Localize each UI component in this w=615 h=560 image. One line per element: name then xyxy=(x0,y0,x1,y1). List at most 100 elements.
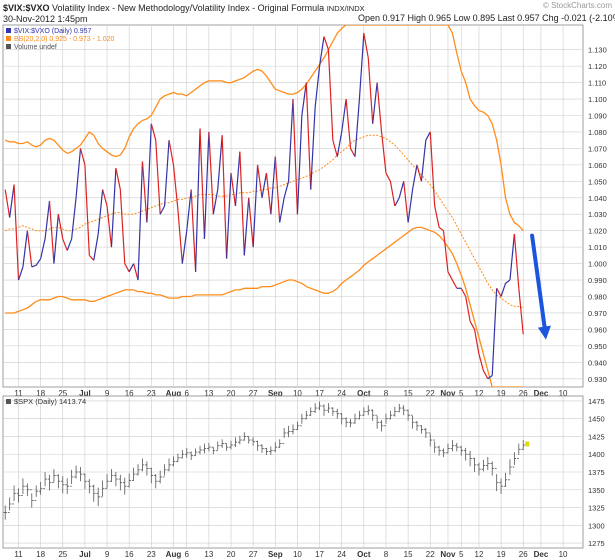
vix-vxo-x-tick-label: Dec xyxy=(534,389,549,398)
price-line-segment xyxy=(252,164,259,248)
price-line-segment xyxy=(518,288,524,335)
price-line-segment xyxy=(66,238,73,251)
vix-vxo-y-tick-label: 1.110 xyxy=(588,79,606,88)
vix-vxo-x-tick-label: 22 xyxy=(426,389,435,398)
spx-last-marker xyxy=(525,441,530,447)
vix-vxo-y-tick-label: 1.130 xyxy=(588,46,607,55)
spx-x-tick-label: 15 xyxy=(404,550,413,559)
spx-y-tick-label: 1450 xyxy=(588,415,605,424)
price-line-segment xyxy=(159,205,166,215)
spx-x-tick-label: 6 xyxy=(185,550,190,559)
spx-x-tick-label: Nov xyxy=(440,550,456,559)
price-line-segment xyxy=(336,131,343,157)
price-line-segment xyxy=(164,140,170,207)
watermark: © StockCharts.com xyxy=(542,1,612,10)
vix-vxo-y-tick-label: 0.950 xyxy=(588,342,607,351)
vix-vxo-y-tick-label: 1.080 xyxy=(588,128,607,137)
vix-vxo-x-tick-label: 9 xyxy=(105,389,110,398)
price-line-segment xyxy=(301,82,307,116)
price-line-segment xyxy=(172,164,179,210)
spx-x-tick-label: 26 xyxy=(519,550,528,559)
price-line-segment xyxy=(106,205,113,248)
price-line-segment xyxy=(389,181,396,207)
price-line-segment xyxy=(296,115,303,215)
price-line-segment xyxy=(403,181,409,223)
bollinger-lower-line xyxy=(5,226,524,387)
spx-x-tick-label: Dec xyxy=(534,550,549,559)
spx-y-tick-label: 1375 xyxy=(588,468,605,477)
spx-x-tick-label: 22 xyxy=(426,550,435,559)
price-line-segment xyxy=(48,201,55,264)
price-line-segment xyxy=(177,209,183,264)
price-line-segment xyxy=(181,230,188,264)
price-line-segment xyxy=(327,49,334,141)
price-line-segment xyxy=(212,189,219,215)
price-line-segment xyxy=(35,258,42,266)
price-line-segment xyxy=(239,151,245,256)
price-line-segment xyxy=(469,320,476,330)
price-line-segment xyxy=(465,296,471,322)
price-line-segment xyxy=(93,233,99,261)
price-line-segment xyxy=(505,279,511,284)
vix-vxo-x-tick-label: 11 xyxy=(14,389,23,398)
price-line-segment xyxy=(398,181,405,198)
price-line-segment xyxy=(141,161,148,223)
spx-x-tick-label: 12 xyxy=(475,550,484,559)
price-line-segment xyxy=(203,131,210,239)
vix-vxo-y-tick-label: 0.990 xyxy=(588,276,607,285)
price-line-segment xyxy=(407,189,414,223)
price-line-segment xyxy=(287,99,294,182)
price-line-segment xyxy=(102,189,108,207)
vix-vxo-y-tick-label: 1.000 xyxy=(588,260,607,269)
price-line-segment xyxy=(128,263,135,273)
price-line-segment xyxy=(208,131,214,215)
price-line-segment xyxy=(513,233,520,289)
vix-vxo-y-tick-label: 1.040 xyxy=(588,194,607,203)
spx-y-tick-label: 1475 xyxy=(588,397,605,406)
legend-entry: BB(20,2.0) 0.925 - 0.973 - 1.020 xyxy=(14,36,115,43)
price-line-segment xyxy=(411,164,418,190)
vix-vxo-x-tick-label: 13 xyxy=(204,389,213,398)
vix-vxo-x-tick-label: 6 xyxy=(185,389,190,398)
price-line-segment xyxy=(88,254,95,261)
spx-y-tick-label: 1400 xyxy=(588,450,605,459)
symbol-label: $VIX:$VXO xyxy=(3,3,50,13)
price-line-segment xyxy=(367,57,374,124)
price-line-segment xyxy=(274,156,281,223)
price-line-segment xyxy=(168,140,175,165)
vix-vxo-x-tick-label: 20 xyxy=(227,389,236,398)
bollinger-middle-line xyxy=(5,134,524,309)
price-line-segment xyxy=(186,189,192,231)
price-line-segment xyxy=(416,164,422,182)
price-line-segment xyxy=(217,135,223,190)
vix-vxo-x-tick-label: Oct xyxy=(357,389,371,398)
price-line-segment xyxy=(115,168,121,190)
price-line-segment xyxy=(292,99,299,215)
spx-x-tick-label: 9 xyxy=(105,550,110,559)
spx-x-tick-label: 8 xyxy=(384,550,389,559)
spx-y-tick-label: 1350 xyxy=(588,486,605,495)
legend-swatch xyxy=(6,28,11,33)
vix-vxo-x-tick-label: 27 xyxy=(249,389,258,398)
vix-vxo-panel: 0.930 0.940 0.950 0.960 0.970 0.980 0.990 1.000… xyxy=(2,24,607,398)
vix-vxo-x-tick-label: 16 xyxy=(125,389,134,398)
price-line-segment xyxy=(71,197,77,239)
price-line-segment xyxy=(225,173,232,259)
vix-vxo-y-tick-label: 0.970 xyxy=(588,309,607,318)
price-line-segment xyxy=(429,131,436,207)
price-line-segment xyxy=(97,189,104,235)
price-line-segment xyxy=(394,197,400,207)
vix-vxo-y-tick-label: 1.100 xyxy=(588,95,607,104)
price-line-segment xyxy=(420,140,427,182)
spx-x-tick-label: 24 xyxy=(337,550,346,559)
vix-vxo-y-tick-label: 0.930 xyxy=(588,375,607,384)
price-line-segment xyxy=(323,36,329,50)
exchange-label: INDX/INDX xyxy=(326,4,365,13)
price-line-segment xyxy=(460,287,467,297)
price-line-segment xyxy=(447,271,453,281)
price-line-segment xyxy=(146,123,152,223)
price-line-segment xyxy=(53,214,59,264)
vix-vxo-x-tick-label: 5 xyxy=(459,389,464,398)
price-line-segment xyxy=(350,148,356,157)
